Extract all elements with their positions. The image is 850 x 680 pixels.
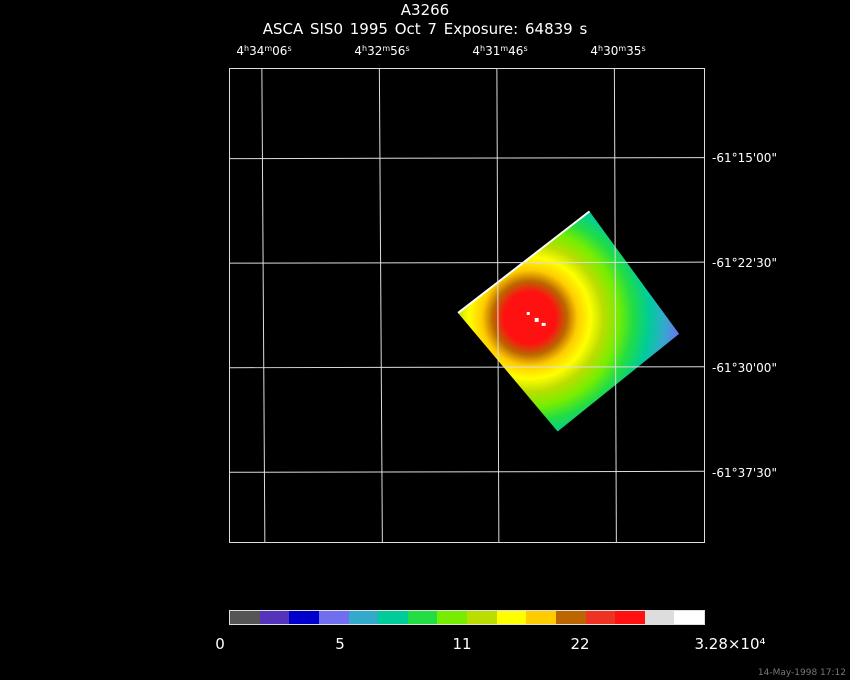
colorbar-label-min: 0 [215,635,225,653]
colorbar-segment-1 [259,611,290,624]
cluster-core [515,307,548,332]
colorbar-segment-10 [526,611,556,624]
saturated-pixel [534,317,539,322]
ra-label-3: 4h31m46s [472,44,528,58]
dec-label-3: -61°30'00" [712,361,777,375]
colorbar-label-3: 11 [452,635,472,653]
colorbar-segment-7 [437,611,467,624]
coordinate-grid [230,69,704,542]
colorbar-segment-8 [467,611,497,624]
colorbar-segment-4 [348,611,379,624]
ra-label-2: 4h32m56s [354,44,410,58]
colorbar-segment-3 [318,611,349,624]
ra-label-4: 4h30m35s [590,44,646,58]
colorbar-segment-15 [674,611,704,624]
saturated-pixel [526,311,530,315]
colorbar-segment-14 [644,611,675,624]
timestamp: 14-May-1998 17:12 [757,668,846,678]
colorbar-label-4: 22 [570,635,590,653]
colorbar-segment-0 [230,611,260,624]
colorbar-segment-2 [289,611,319,624]
colorbar-label-2: 5 [335,635,345,653]
image-title: A3266 [400,1,450,19]
colorbar-segment-6 [407,611,438,624]
colorbar-segment-9 [496,611,527,624]
image-frame[interactable] [229,68,705,543]
detector-field [458,211,680,432]
colorbar-segment-12 [585,611,616,624]
ra-label-1: 4h34m06s [236,44,292,58]
colorbar-label-max: 3.28×10⁴ [694,635,766,653]
colorbar-segment-13 [615,611,645,624]
dec-label-2: -61°22'30" [712,256,777,270]
saturated-pixel [541,322,546,326]
dec-label-4: -61°37'30" [712,466,777,480]
colorbar-segment-11 [555,611,586,624]
color-scale-bar [229,610,705,625]
dec-label-1: -61°15'00" [712,151,777,165]
observation-info: ASCA SIS0 1995 Oct 7 Exposure: 64839 s [262,20,588,38]
colorbar-segment-5 [378,611,408,624]
xray-image [230,69,704,542]
